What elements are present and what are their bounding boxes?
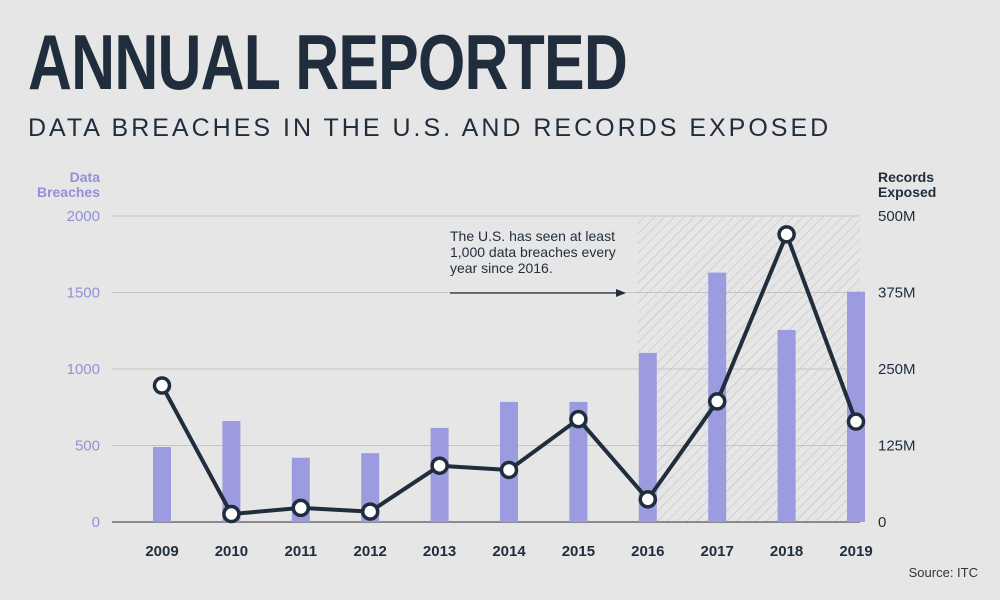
bar-2009 bbox=[153, 447, 171, 522]
left-tick-label: 2000 bbox=[67, 208, 100, 225]
annotation-text: 1,000 data breaches every bbox=[450, 244, 616, 260]
x-tick-label: 2019 bbox=[839, 543, 872, 560]
right-tick-label: 250M bbox=[878, 361, 916, 378]
point-2011 bbox=[291, 498, 311, 518]
x-tick-label: 2017 bbox=[701, 543, 734, 560]
bar-2010 bbox=[222, 421, 241, 522]
source-note: Source: ITC bbox=[908, 565, 978, 580]
point-2014 bbox=[499, 460, 519, 480]
point-2012 bbox=[360, 502, 380, 521]
point-2013 bbox=[430, 456, 449, 475]
page-subtitle: DATA BREACHES IN THE U.S. AND RECORDS EX… bbox=[28, 114, 832, 142]
point-2019 bbox=[846, 412, 866, 431]
x-tick-label: 2018 bbox=[770, 543, 803, 560]
x-tick-label: 2016 bbox=[631, 543, 664, 560]
bar-2019 bbox=[847, 291, 865, 522]
right-tick-label: 125M bbox=[878, 438, 916, 455]
x-tick-label: 2015 bbox=[562, 543, 595, 560]
point-2016 bbox=[638, 490, 658, 509]
left-axis-title: Breaches bbox=[37, 184, 100, 200]
annotation-text: year since 2016. bbox=[450, 260, 553, 276]
x-tick-label: 2013 bbox=[423, 543, 456, 560]
right-axis-title: Records bbox=[878, 169, 934, 185]
left-tick-label: 1000 bbox=[67, 361, 100, 378]
right-tick-label: 500M bbox=[878, 208, 916, 225]
right-axis-title: Exposed bbox=[878, 184, 936, 200]
point-2010 bbox=[222, 504, 241, 524]
right-tick-label: 375M bbox=[878, 285, 916, 302]
left-tick-label: 500 bbox=[75, 438, 100, 455]
point-2018 bbox=[777, 225, 796, 244]
left-axis-title: Data bbox=[70, 169, 101, 185]
x-tick-label: 2010 bbox=[215, 543, 248, 560]
point-2015 bbox=[569, 409, 588, 429]
bar-2016 bbox=[638, 352, 657, 522]
bar-2018 bbox=[777, 329, 796, 522]
x-tick-label: 2012 bbox=[354, 543, 387, 560]
point-2017 bbox=[707, 392, 727, 411]
right-tick-label: 0 bbox=[878, 514, 886, 531]
bar-2015 bbox=[569, 401, 588, 522]
x-tick-label: 2011 bbox=[285, 543, 318, 560]
left-tick-label: 1500 bbox=[67, 285, 100, 302]
bar-2013 bbox=[430, 427, 449, 522]
annotation-text: The U.S. has seen at least bbox=[450, 228, 615, 244]
point-2009 bbox=[152, 376, 172, 395]
x-tick-label: 2009 bbox=[145, 543, 178, 560]
page-title: ANNUAL REPORTED bbox=[28, 18, 628, 106]
left-tick-label: 0 bbox=[92, 514, 100, 531]
x-tick-label: 2014 bbox=[492, 543, 526, 560]
annotation-arrowhead bbox=[616, 289, 626, 297]
